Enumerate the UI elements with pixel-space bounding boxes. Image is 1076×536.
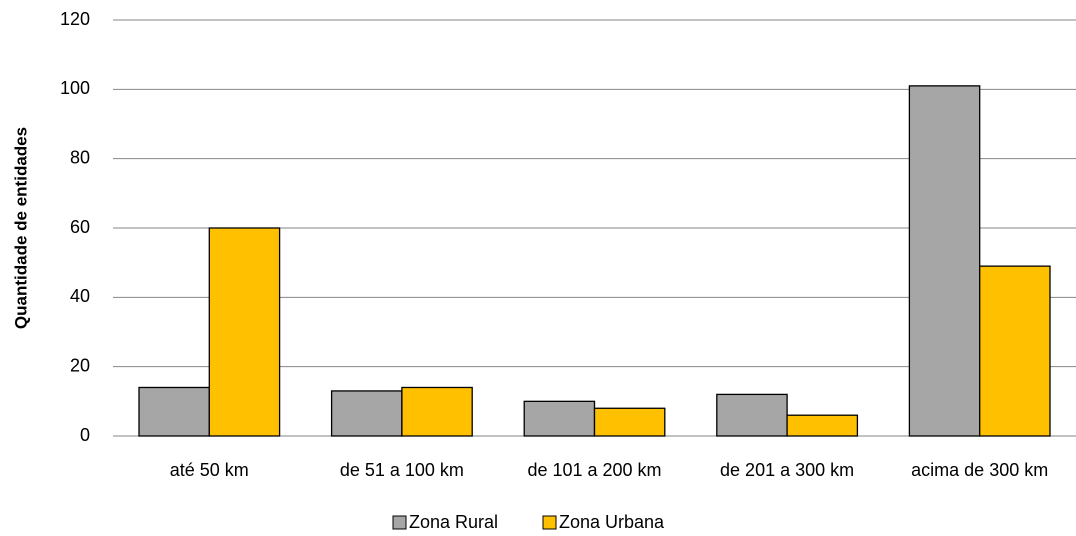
bar: [593, 407, 666, 437]
legend-label: Zona Rural: [409, 512, 498, 532]
bar: [523, 400, 596, 437]
x-tick-label: de 201 a 300 km: [720, 460, 854, 480]
bar: [330, 390, 403, 437]
x-tick-label: acima de 300 km: [911, 460, 1048, 480]
y-tick-label: 0: [80, 425, 90, 445]
y-tick-label: 120: [60, 9, 90, 29]
bar: [138, 386, 210, 437]
bar: [979, 265, 1051, 437]
bar: [908, 85, 981, 437]
legend-swatch: [392, 515, 407, 530]
y-tick-label: 60: [70, 217, 90, 237]
x-tick-label: de 51 a 100 km: [340, 460, 464, 480]
y-tick-label: 40: [70, 286, 90, 306]
bar: [208, 227, 281, 437]
y-tick-label: 100: [60, 78, 90, 98]
bar: [401, 386, 473, 437]
legend-swatch: [542, 515, 557, 530]
bar: [786, 414, 859, 437]
x-tick-label: de 101 a 200 km: [527, 460, 661, 480]
legend-label: Zona Urbana: [559, 512, 665, 532]
x-tick-label: até 50 km: [170, 460, 249, 480]
y-axis-title: Quantidade de entidades: [11, 127, 30, 329]
bar: [716, 393, 788, 437]
y-tick-label: 80: [70, 147, 90, 167]
y-tick-label: 20: [70, 355, 90, 375]
